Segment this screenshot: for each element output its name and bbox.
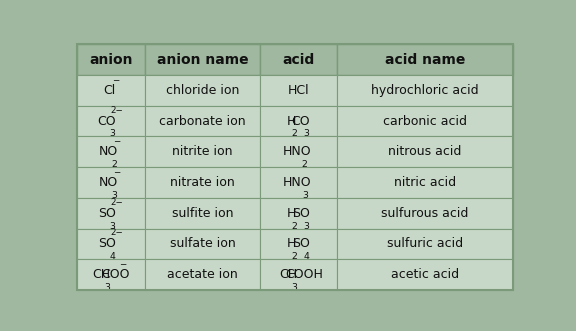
Text: 3: 3 — [109, 129, 115, 138]
Text: sulfuric acid: sulfuric acid — [386, 237, 463, 251]
Text: sulfite ion: sulfite ion — [172, 207, 233, 220]
Text: CH: CH — [279, 268, 298, 281]
Text: 3: 3 — [111, 191, 117, 200]
Text: CO: CO — [97, 115, 116, 127]
Text: 4: 4 — [304, 252, 309, 261]
Bar — [145, 75, 260, 106]
Text: NO: NO — [98, 145, 118, 158]
Text: NO: NO — [98, 176, 118, 189]
Text: 2: 2 — [292, 129, 298, 138]
Text: SO: SO — [98, 237, 116, 251]
Bar — [77, 75, 145, 106]
Text: nitrate ion: nitrate ion — [170, 176, 235, 189]
Text: HCl: HCl — [287, 84, 309, 97]
Text: COO: COO — [101, 268, 130, 281]
Bar — [77, 136, 145, 167]
Text: Cl: Cl — [104, 84, 116, 97]
Text: −: − — [113, 167, 120, 176]
Bar — [145, 259, 260, 290]
Bar — [260, 259, 336, 290]
Bar — [336, 44, 513, 75]
Text: −: − — [120, 259, 127, 268]
Text: 2: 2 — [292, 221, 298, 231]
Text: H: H — [286, 207, 295, 220]
Text: acid: acid — [282, 53, 314, 67]
Text: 2−: 2− — [111, 228, 123, 237]
Text: acetate ion: acetate ion — [167, 268, 238, 281]
Bar — [336, 136, 513, 167]
Text: 3: 3 — [105, 283, 111, 292]
Text: acid name: acid name — [385, 53, 465, 67]
Bar — [336, 229, 513, 259]
Text: nitrous acid: nitrous acid — [388, 145, 461, 158]
Bar — [77, 198, 145, 229]
Text: SO: SO — [291, 237, 309, 251]
Text: 3: 3 — [109, 221, 115, 231]
Bar — [145, 198, 260, 229]
Text: SO: SO — [98, 207, 116, 220]
Bar — [336, 75, 513, 106]
Text: carbonate ion: carbonate ion — [160, 115, 246, 127]
Bar — [260, 106, 336, 136]
Bar — [260, 229, 336, 259]
Bar — [260, 75, 336, 106]
Text: 4: 4 — [109, 252, 115, 261]
Bar — [260, 167, 336, 198]
Bar — [336, 259, 513, 290]
Text: chloride ion: chloride ion — [166, 84, 239, 97]
Bar — [145, 229, 260, 259]
Bar — [260, 44, 336, 75]
Text: H: H — [286, 237, 295, 251]
Text: 2: 2 — [292, 252, 298, 261]
Bar — [77, 167, 145, 198]
Text: −: − — [113, 136, 120, 145]
Text: nitrite ion: nitrite ion — [172, 145, 233, 158]
Text: 2−: 2− — [111, 106, 123, 115]
Text: 3: 3 — [291, 283, 297, 292]
Text: CO: CO — [291, 115, 310, 127]
Text: H: H — [286, 115, 295, 127]
Bar — [260, 198, 336, 229]
Bar — [145, 106, 260, 136]
Text: sulfurous acid: sulfurous acid — [381, 207, 468, 220]
Text: COOH: COOH — [285, 268, 323, 281]
Bar — [145, 44, 260, 75]
Bar — [336, 167, 513, 198]
Text: CH: CH — [93, 268, 111, 281]
Bar — [77, 229, 145, 259]
Text: HNO: HNO — [283, 176, 311, 189]
Text: SO: SO — [291, 207, 309, 220]
Text: acetic acid: acetic acid — [391, 268, 459, 281]
Text: 3: 3 — [302, 191, 308, 200]
Text: anion: anion — [89, 53, 133, 67]
Bar — [77, 259, 145, 290]
Bar — [77, 106, 145, 136]
Text: anion name: anion name — [157, 53, 248, 67]
Text: nitric acid: nitric acid — [394, 176, 456, 189]
Text: 2−: 2− — [111, 198, 123, 207]
Text: sulfate ion: sulfate ion — [170, 237, 236, 251]
Bar — [145, 167, 260, 198]
Bar — [145, 136, 260, 167]
Text: 3: 3 — [304, 129, 309, 138]
Text: carbonic acid: carbonic acid — [383, 115, 467, 127]
Text: HNO: HNO — [283, 145, 311, 158]
Text: 2: 2 — [111, 160, 117, 169]
Text: 2: 2 — [302, 160, 308, 169]
Bar — [260, 136, 336, 167]
Text: −: − — [112, 75, 119, 84]
Text: 3: 3 — [304, 221, 309, 231]
Text: hydrochloric acid: hydrochloric acid — [371, 84, 479, 97]
Bar — [336, 198, 513, 229]
Bar — [77, 44, 145, 75]
Bar — [336, 106, 513, 136]
